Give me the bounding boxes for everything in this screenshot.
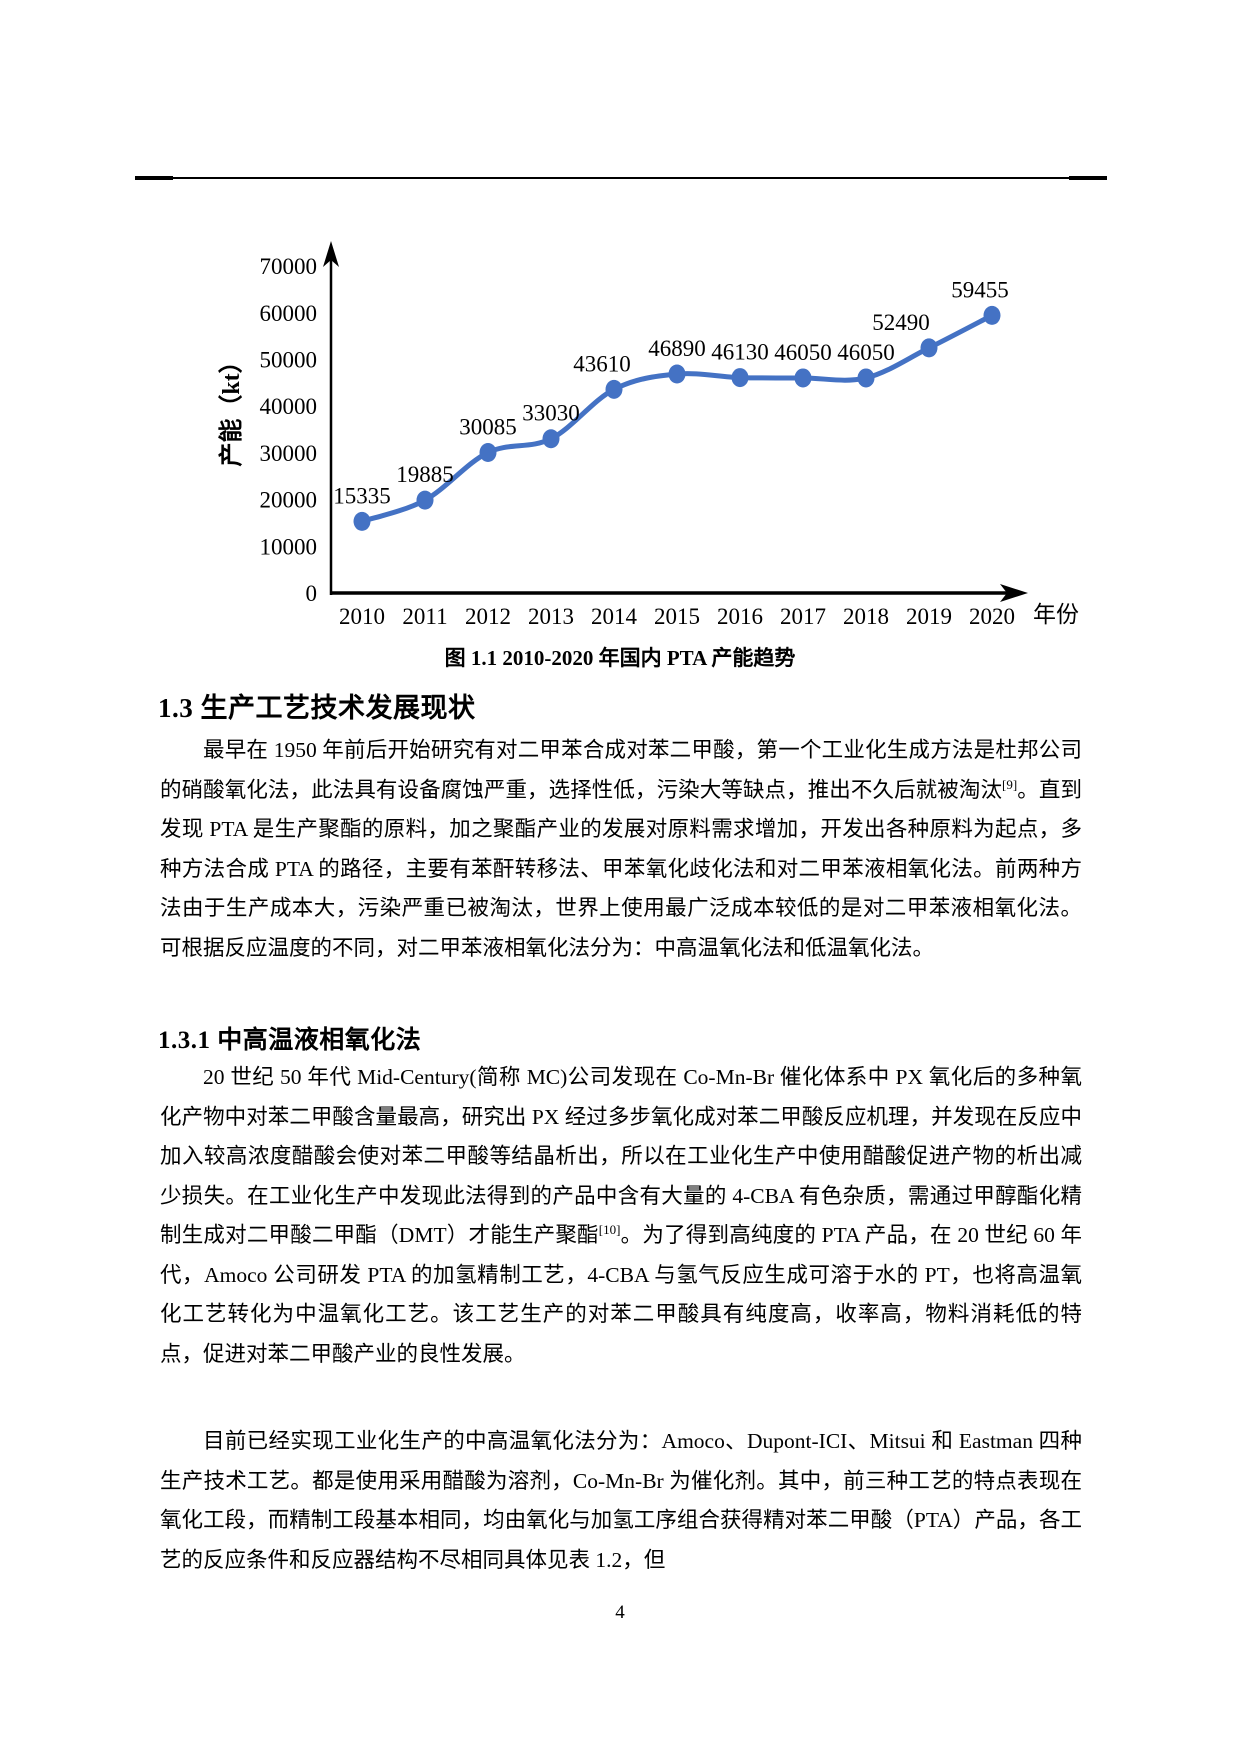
data-label: 52490	[872, 310, 930, 335]
data-point-marker	[794, 368, 812, 388]
x-axis-arrow	[1000, 584, 1028, 602]
x-tick-label: 2010	[339, 604, 385, 629]
data-point-marker	[416, 490, 434, 510]
citation-superscript: [10]	[598, 1221, 621, 1237]
y-tick-label: 40000	[260, 394, 318, 419]
y-tick-label: 10000	[260, 534, 318, 559]
x-tick-label: 2017	[780, 604, 826, 629]
header-rule-left-cap	[135, 176, 173, 180]
x-tick-label: 2014	[591, 604, 638, 629]
data-point-marker	[857, 368, 875, 388]
paragraph-1: 最早在 1950 年前后开始研究有对二甲苯合成对苯二甲酸，第一个工业化生成方法是…	[160, 738, 1082, 960]
citation-superscript: [9]	[1002, 776, 1018, 792]
page-number: 4	[615, 1602, 625, 1623]
data-point-marker	[353, 511, 371, 531]
header-rule-right-cap	[1069, 176, 1107, 180]
x-tick-label: 2011	[402, 604, 447, 629]
figure-caption: 图 1.1 2010-2020 年国内 PTA 产能趋势	[444, 646, 796, 670]
data-point-marker	[668, 364, 686, 384]
data-point-marker	[983, 305, 1001, 325]
data-point-marker	[731, 368, 749, 388]
section-heading-1-3-1: 1.3.1 中高温液相氧化法	[158, 1027, 422, 1054]
data-label: 46130	[711, 340, 769, 365]
y-tick-label: 50000	[260, 348, 318, 373]
x-tick-label: 2016	[717, 604, 763, 629]
x-tick-label: 2013	[528, 604, 574, 629]
y-tick-label: 20000	[260, 488, 318, 513]
data-label: 46050	[774, 340, 832, 365]
data-label: 46890	[648, 336, 706, 361]
pta-capacity-chart: 0 10000 20000 30000 40000 50000 60000 70000 2010…	[140, 240, 1100, 635]
x-tick-label: 2019	[906, 604, 952, 629]
y-tick-label: 30000	[260, 441, 318, 466]
data-label: 46050	[837, 340, 895, 365]
data-point-marker	[542, 429, 560, 449]
y-tick-label: 70000	[260, 254, 318, 279]
data-label: 15335	[333, 483, 391, 508]
x-tick-label: 2020	[969, 604, 1015, 629]
x-tick-label: 2018	[843, 604, 889, 629]
data-label: 30085	[459, 415, 517, 440]
data-point-marker	[479, 443, 497, 463]
y-tick-label: 60000	[260, 301, 318, 326]
data-point-marker	[605, 379, 623, 399]
x-tick-label: 2015	[654, 604, 700, 629]
x-tick-label: 2012	[465, 604, 511, 629]
header-rule-line	[135, 177, 1107, 179]
header-rule	[135, 176, 1107, 181]
data-label: 43610	[573, 351, 631, 376]
data-label: 33030	[522, 401, 580, 426]
data-label: 59455	[951, 277, 1009, 302]
y-axis-title: 产能（kt）	[217, 349, 245, 466]
x-axis-title: 年份	[1033, 602, 1079, 627]
data-label: 19885	[396, 462, 454, 487]
line-chart-svg: 0 10000 20000 30000 40000 50000 60000 70000 2010…	[217, 241, 1079, 629]
section-heading-1-3: 1.3 生产工艺技术发展现状	[158, 693, 476, 723]
paragraph-2: 20 世纪 50 年代 Mid-Century(简称 MC)公司发现在 Co-M…	[160, 1065, 1083, 1366]
y-tick-label: 0	[306, 581, 318, 606]
data-point-marker	[920, 338, 938, 358]
y-axis-arrow	[323, 241, 339, 267]
paragraph-3: 目前已经实现工业化生产的中高温氧化法分为：Amoco、Dupont-ICI、Mi…	[160, 1429, 1082, 1572]
